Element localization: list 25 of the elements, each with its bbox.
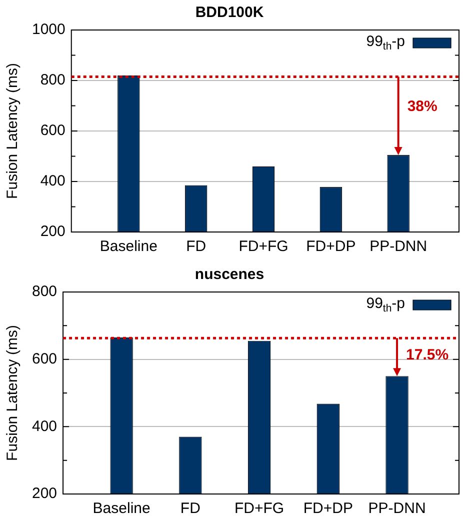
x-tick-label: FD+DP — [303, 500, 353, 518]
y-tick-label: 200 — [40, 223, 66, 240]
x-tick-label: Baseline — [100, 238, 158, 256]
y-tick-label: 400 — [40, 172, 66, 190]
y-tick-label: 400 — [32, 418, 58, 435]
chart-title: BDD100K — [195, 4, 264, 22]
y-axis-title: Fusion Latency (ms) — [4, 325, 22, 461]
y-tick-label: 800 — [40, 72, 66, 89]
annotation: 17.5% — [406, 346, 449, 364]
x-tick-label: FD — [180, 500, 201, 518]
y-axis-title: Fusion Latency (ms) — [4, 63, 22, 199]
x-tick-label: Baseline — [92, 500, 150, 518]
y-tick-label: 1000 — [32, 21, 66, 38]
x-tick-label: PP-DNN — [368, 500, 426, 518]
y-tick-label: 600 — [40, 122, 66, 140]
annotation: 38% — [407, 98, 438, 115]
y-tick-label: 200 — [32, 485, 58, 502]
x-tick-label: FD+DP — [306, 238, 356, 256]
y-tick-label: 800 — [32, 283, 58, 300]
x-tick-label: FD+FG — [238, 238, 288, 256]
y-tick-label: 600 — [32, 350, 58, 368]
x-tick-label: FD+FG — [234, 500, 284, 518]
x-tick-label: FD — [186, 238, 206, 256]
chart-title: nuscenes — [194, 266, 264, 284]
x-tick-label: PP-DNN — [370, 238, 428, 256]
